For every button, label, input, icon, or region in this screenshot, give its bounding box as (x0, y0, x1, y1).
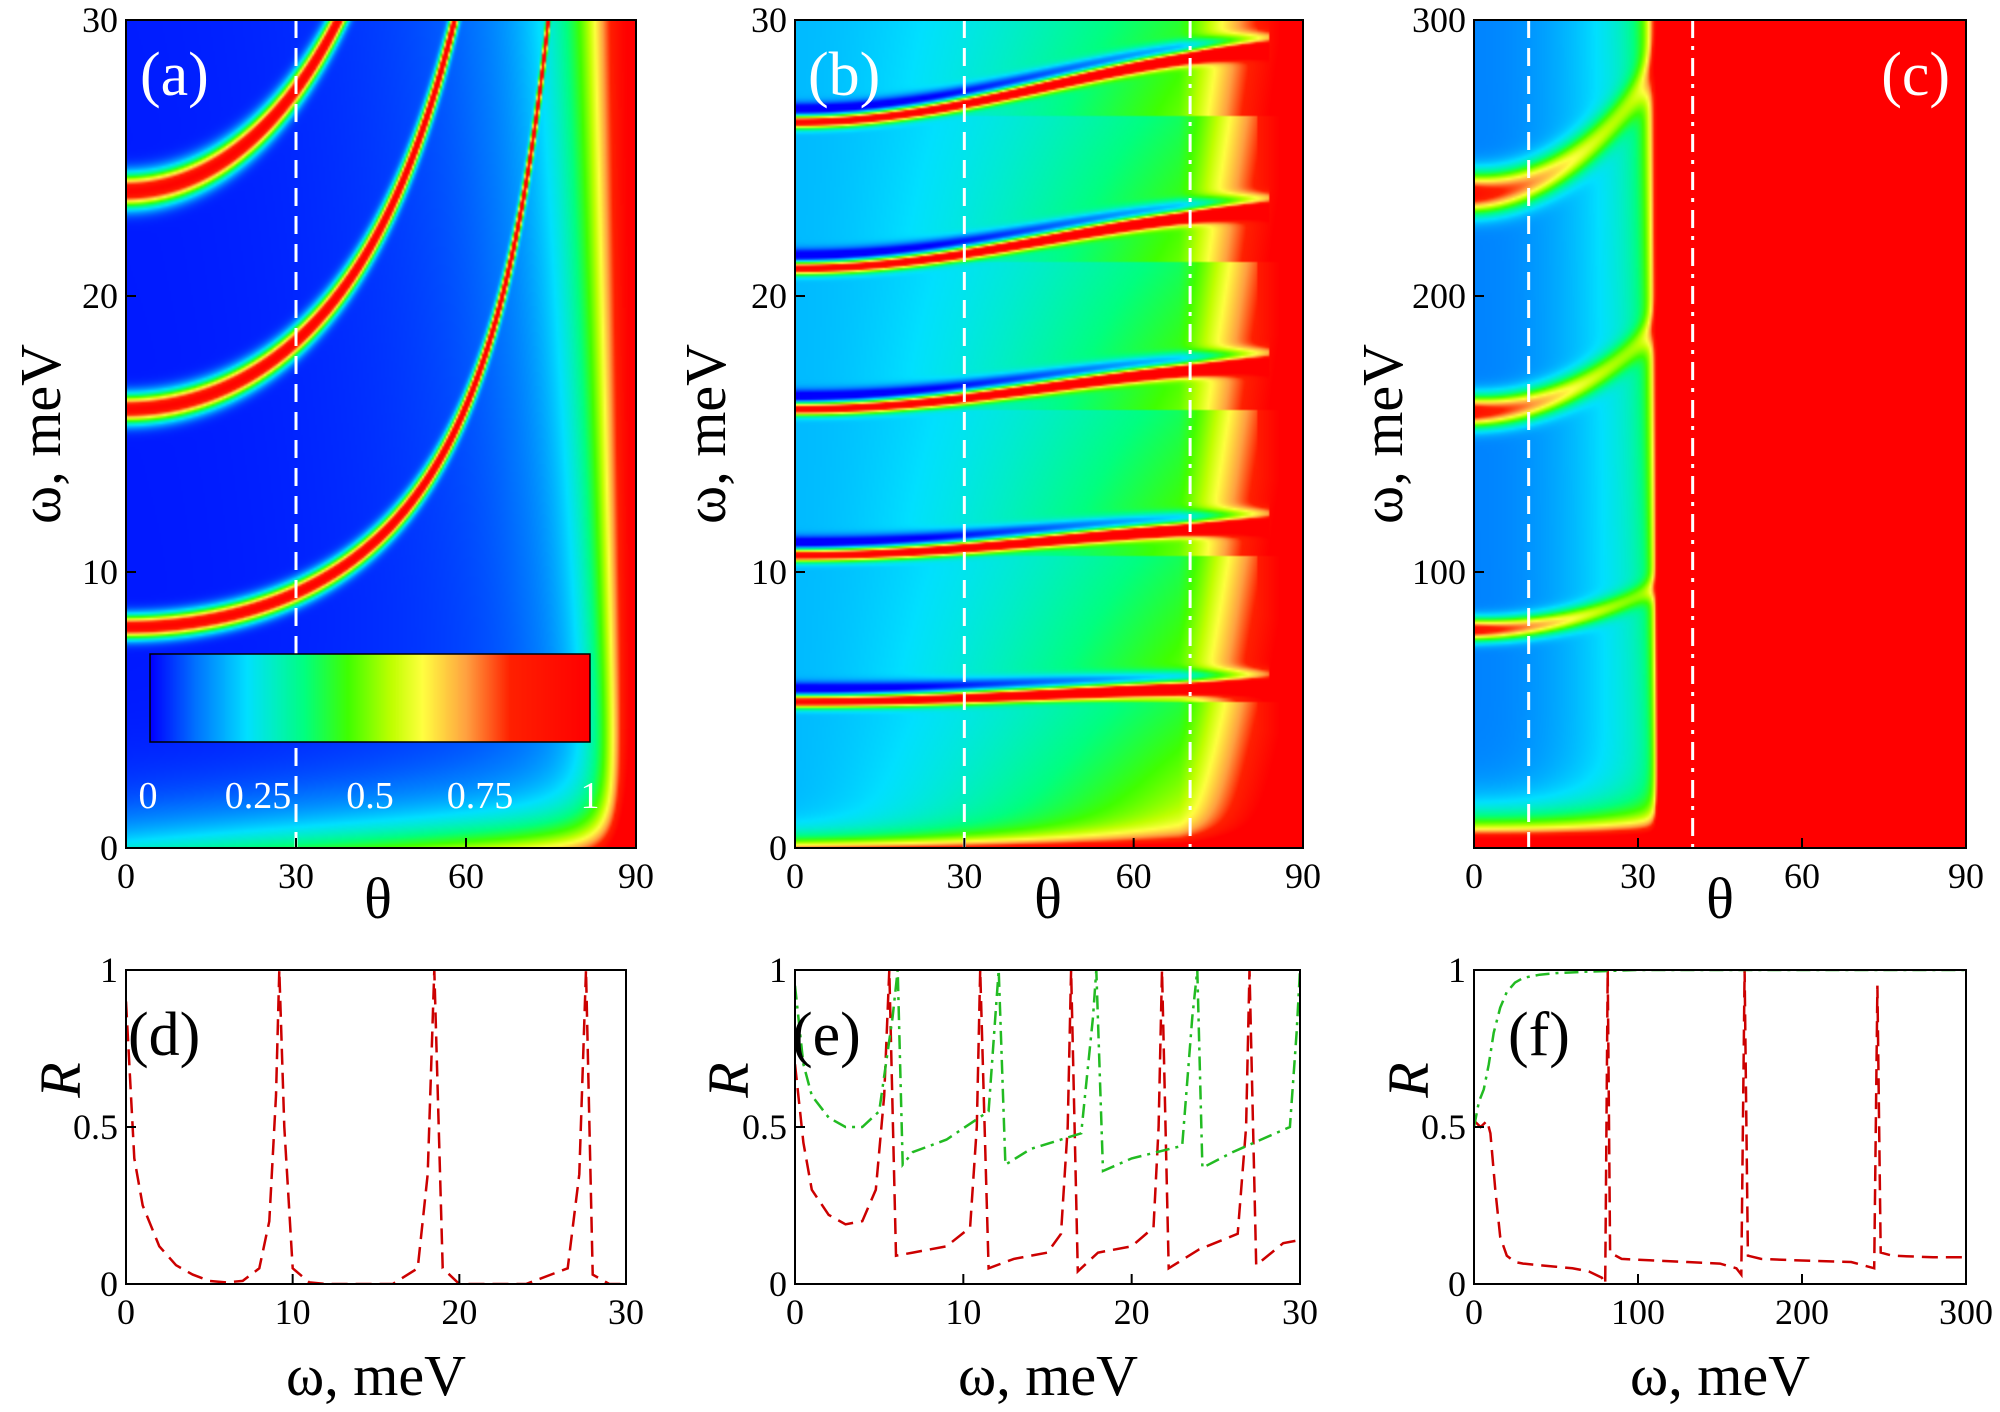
xtick-label-e-0: 0 (786, 1292, 804, 1332)
xtick-label-b-2: 60 (1116, 856, 1152, 896)
xtick-label-e-3: 30 (1282, 1292, 1318, 1332)
xtick-label-e-2: 20 (1114, 1292, 1150, 1332)
ytick-label-d-0: 0 (100, 1264, 118, 1304)
ylabel-c: ω, meV (1350, 344, 1415, 524)
colorbar-tick-2: 0.5 (346, 775, 394, 817)
panel-b: 0 30 60 90 0 10 20 30 (b) θ ω, meV (673, 0, 1321, 931)
xtick-label-b-3: 90 (1285, 856, 1321, 896)
xtick-label-e-1: 10 (945, 1292, 981, 1332)
panel-label-a: (a) (140, 41, 209, 109)
panel-label-c: (c) (1881, 41, 1950, 109)
xlabel-b: θ (1034, 866, 1062, 931)
xlabel-a: θ (364, 866, 392, 931)
series-f-0 (1474, 970, 1966, 1284)
xtick-label-a-1: 30 (278, 856, 314, 896)
panel-d: 0 10 20 30 0 0.5 1 (d) ω, meV R (28, 950, 644, 1408)
xtick-label-c-2: 60 (1784, 856, 1820, 896)
xtick-label-a-2: 60 (448, 856, 484, 896)
xlabel-c: θ (1706, 866, 1734, 931)
colorbar-tick-1: 0.25 (225, 775, 292, 817)
xtick-label-c-3: 90 (1948, 856, 1984, 896)
panel-f: 0 100 200 300 0 0.5 1 (f) ω, meV R (1376, 950, 1993, 1408)
panel-c: 0 30 60 90 100 200 300 (c) θ ω, meV (1350, 0, 1984, 931)
ytick-label-b-2: 20 (751, 276, 787, 316)
colorbar-gradient (150, 654, 590, 742)
xtick-label-d-3: 30 (608, 1292, 644, 1332)
xlabel-e: ω, meV (958, 1343, 1138, 1408)
xtick-label-d-0: 0 (117, 1292, 135, 1332)
ytick-label-f-0: 0 (1448, 1264, 1466, 1304)
colorbar-tick-4: 1 (581, 775, 600, 817)
panel-e: 0 10 20 30 0 0.5 1 (e) ω, meV R (696, 950, 1318, 1408)
ytick-label-d-1: 0.5 (73, 1107, 118, 1147)
ytick-label-e-2: 1 (769, 950, 787, 990)
ytick-label-d-2: 1 (100, 950, 118, 990)
ylabel-d: R (28, 1062, 93, 1098)
ylabel-a: ω, meV (8, 344, 73, 524)
ytick-label-b-1: 10 (751, 552, 787, 592)
series-e-1 (795, 970, 1300, 1173)
xtick-label-f-3: 300 (1939, 1292, 1993, 1332)
panel-label-f: (f) (1508, 1001, 1570, 1069)
panel-label-e: (e) (792, 1001, 861, 1069)
xlabel-f: ω, meV (1630, 1343, 1810, 1408)
xtick-label-d-1: 10 (275, 1292, 311, 1332)
xlabel-d: ω, meV (286, 1343, 466, 1408)
colorbar-tick-0: 0 (139, 775, 158, 817)
ytick-label-c-1: 200 (1412, 276, 1466, 316)
xtick-label-c-0: 0 (1465, 856, 1483, 896)
ytick-label-b-0: 0 (769, 828, 787, 868)
ylabel-b: ω, meV (673, 344, 738, 524)
ytick-label-c-2: 300 (1412, 0, 1466, 40)
heatmap-c (1474, 20, 1966, 848)
ytick-label-f-1: 0.5 (1421, 1107, 1466, 1147)
ytick-label-a-2: 20 (82, 276, 118, 316)
ytick-label-a-1: 10 (82, 552, 118, 592)
colorbar: 0 0.25 0.5 0.75 1 (139, 653, 600, 817)
xtick-label-b-1: 30 (946, 856, 982, 896)
ytick-label-b-3: 30 (751, 0, 787, 40)
ytick-label-e-1: 0.5 (742, 1107, 787, 1147)
xtick-label-f-2: 200 (1775, 1292, 1829, 1332)
ytick-label-c-0: 100 (1412, 552, 1466, 592)
colorbar-tick-3: 0.75 (447, 775, 514, 817)
xtick-label-f-0: 0 (1465, 1292, 1483, 1332)
xtick-label-a-0: 0 (117, 856, 135, 896)
xtick-label-d-2: 20 (441, 1292, 477, 1332)
xtick-label-f-1: 100 (1611, 1292, 1665, 1332)
series-e-0 (795, 970, 1300, 1275)
panel-label-b: (b) (808, 41, 880, 109)
ytick-label-f-2: 1 (1448, 950, 1466, 990)
ylabel-f: R (1376, 1062, 1441, 1098)
xtick-label-a-3: 90 (618, 856, 654, 896)
ytick-label-e-0: 0 (769, 1264, 787, 1304)
ytick-label-a-0: 0 (100, 828, 118, 868)
ylabel-e: R (696, 1062, 761, 1098)
xtick-label-c-1: 30 (1620, 856, 1656, 896)
ytick-label-a-3: 30 (82, 0, 118, 40)
xtick-label-b-0: 0 (786, 856, 804, 896)
heatmap-b (795, 20, 1303, 848)
panel-label-d: (d) (128, 1001, 200, 1069)
